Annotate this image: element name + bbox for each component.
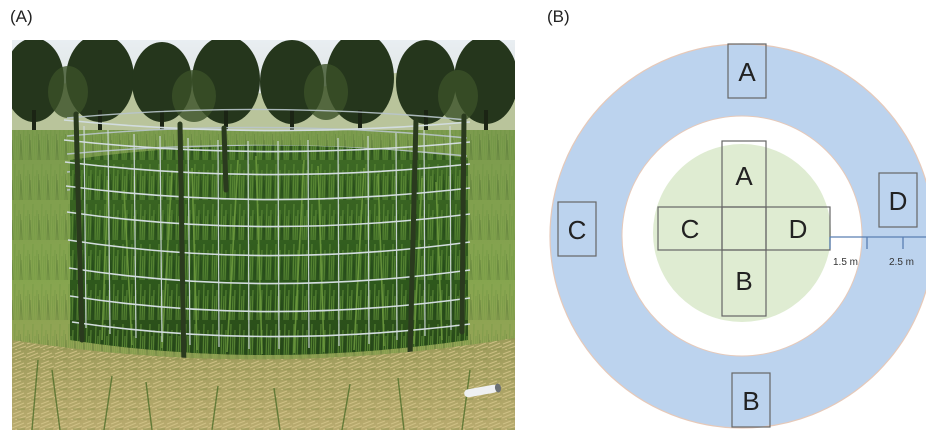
outer-quadrat-d xyxy=(878,172,918,228)
outer-label-a: A xyxy=(738,57,756,87)
sampling-layout-diagram: A B C D A B C D 1.5 m 2.5 m xyxy=(549,43,926,429)
inner-label-c: C xyxy=(681,214,700,244)
inner-quadrats xyxy=(657,140,831,317)
field-exclosure-photo xyxy=(12,40,515,430)
inner-quadrat-center xyxy=(721,206,767,251)
outer-label-c: C xyxy=(568,215,587,245)
inner-label-a: A xyxy=(735,161,753,191)
scale-label-inner: 1.5 m xyxy=(833,257,858,268)
panel-label-a: (A) xyxy=(10,7,33,26)
outer-label-d: D xyxy=(889,186,908,216)
inner-label-b: B xyxy=(735,266,752,296)
inner-plot-circle xyxy=(653,144,831,322)
panel-label-b: (B) xyxy=(547,7,570,26)
distance-scale xyxy=(829,236,926,249)
outer-quadrat-a xyxy=(727,43,767,99)
outer-quadrats xyxy=(557,43,918,428)
outer-quadrat-c xyxy=(557,201,597,257)
outer-label-b: B xyxy=(742,386,759,416)
outer-quadrat-b xyxy=(731,372,771,428)
scale-label-outer: 2.5 m xyxy=(889,257,914,268)
inner-label-d: D xyxy=(789,214,808,244)
